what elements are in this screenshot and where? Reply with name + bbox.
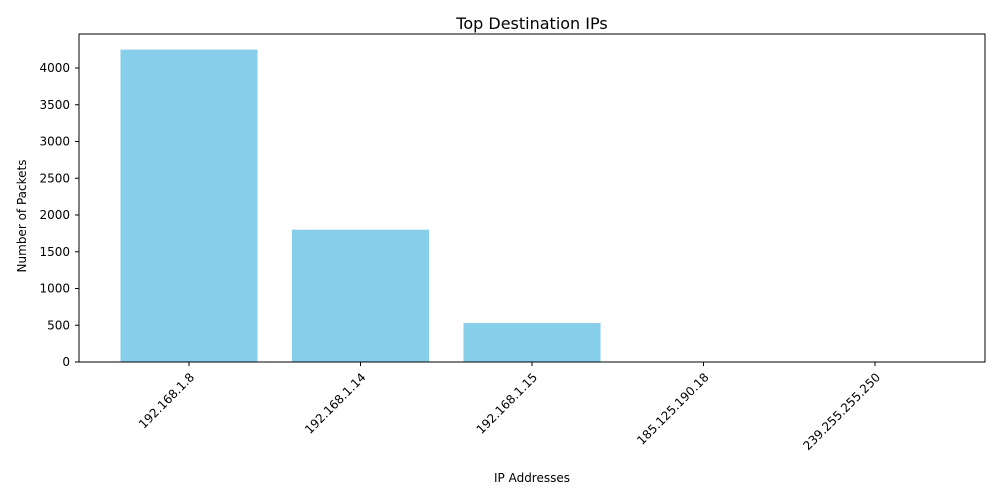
bar-1 xyxy=(292,229,429,362)
y-tick-label-1: 500 xyxy=(47,318,70,332)
x-tick-label-3: 185.125.190.18 xyxy=(634,370,711,447)
y-tick-label-5: 2500 xyxy=(39,171,70,185)
x-tick-label-2: 192.168.1.15 xyxy=(474,370,541,437)
bars-layer xyxy=(120,49,944,363)
x-ticks-layer: 192.168.1.8 192.168.1.14 192.168.1.15 185.1… xyxy=(136,362,883,453)
y-axis-label: Number of Packets xyxy=(15,160,29,273)
bar-0 xyxy=(120,49,258,363)
x-tick-label-4: 239.255.255.250 xyxy=(800,370,883,453)
bar-2 xyxy=(463,323,601,362)
chart-title: Top Destination IPs xyxy=(455,14,607,33)
x-tick-label-0: 192.168.1.8 xyxy=(136,370,197,431)
x-axis-label: IP Addresses xyxy=(494,471,570,485)
y-tick-label-6: 3000 xyxy=(39,135,70,149)
plot-frame xyxy=(78,33,986,363)
y-tick-label-8: 4000 xyxy=(39,61,70,75)
y-ticks-layer: 0 500 1000 1500 2000 2500 3000 3500 4000 xyxy=(39,61,79,369)
y-tick-label-2: 1000 xyxy=(39,282,70,296)
y-tick-label-7: 3500 xyxy=(39,98,70,112)
y-tick-label-4: 2000 xyxy=(39,208,70,222)
y-tick-label-0: 0 xyxy=(62,355,70,369)
y-tick-label-3: 1500 xyxy=(39,245,70,259)
x-tick-label-1: 192.168.1.14 xyxy=(302,370,369,437)
